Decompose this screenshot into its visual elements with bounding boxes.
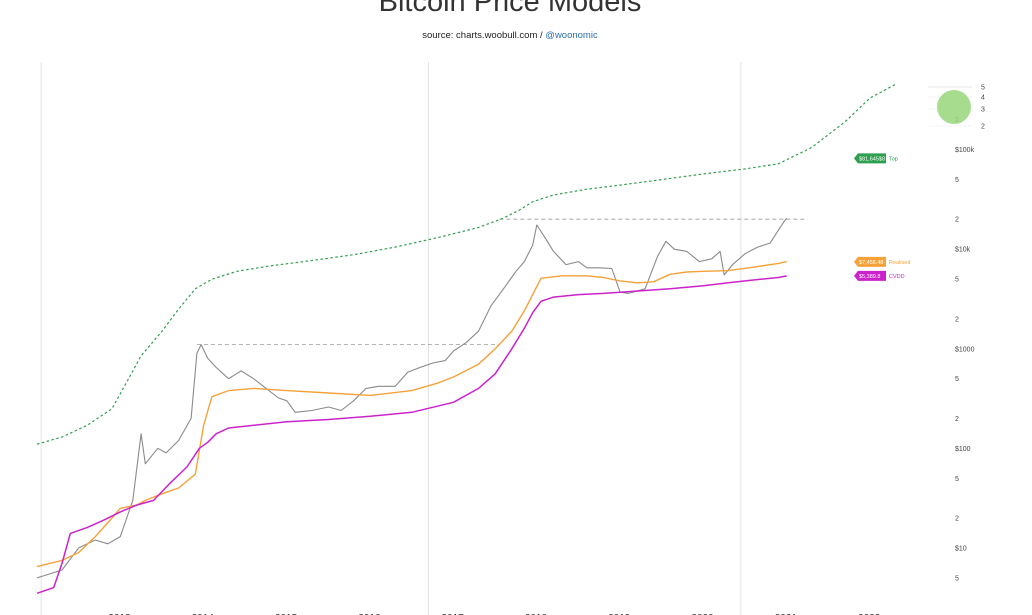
- y-tick-label: $10: [955, 545, 967, 552]
- cvdd-value-badge: [854, 270, 886, 281]
- y-tick-label: 5: [955, 575, 959, 582]
- y-tick-label: $100k: [955, 147, 975, 154]
- chart-subtitle: source: charts.woobull.com / @woonomic: [0, 30, 1020, 41]
- y-tick-label: $100: [955, 446, 971, 453]
- top-series-line: [36, 84, 896, 445]
- inset-tick-label: 4: [981, 95, 985, 102]
- projection-circle-marker: [937, 90, 971, 124]
- x-tick-label: 2022: [858, 613, 881, 615]
- realised-value-label: $7,456.48: [859, 260, 883, 266]
- realised-series-name: Realised: [889, 260, 910, 266]
- y-tick-label: 5: [955, 376, 959, 383]
- inset-tick-label: 3: [981, 107, 985, 114]
- x-tick-label: 2020: [691, 613, 714, 615]
- realised-series-line: [36, 260, 787, 568]
- cvdd-series-line: [36, 275, 787, 595]
- x-tick-label: 2016: [358, 613, 381, 615]
- x-tick-label: 2021: [775, 613, 798, 615]
- price-series-line: [36, 217, 788, 579]
- y-tick-label: 2: [955, 416, 959, 423]
- inset-tick-label: 2: [981, 124, 985, 131]
- realised-value-badge: [854, 256, 886, 267]
- x-tick-label: 2019: [608, 613, 631, 615]
- chart-title: Bitcoin Price Models: [378, 0, 642, 18]
- y-tick-label: 5: [955, 177, 959, 184]
- x-tick-label: 2018: [525, 613, 548, 615]
- y-tick-label: 2: [955, 217, 959, 224]
- x-tick-label: 2013: [108, 613, 131, 615]
- y-tick-label: $10k: [955, 247, 971, 254]
- top-value-label: $81,645$8: [859, 156, 885, 162]
- source-text: source: charts.woobull.com /: [422, 30, 546, 41]
- top-series-name: Top: [889, 156, 898, 162]
- top-value-badge: [854, 153, 886, 164]
- y-tick-label: 2: [955, 316, 959, 323]
- y-tick-label: 5: [955, 277, 959, 284]
- x-tick-label: 2015: [275, 613, 298, 615]
- x-tick-label: 2017: [442, 613, 465, 615]
- inset-tick-label: 5: [981, 85, 985, 92]
- y-tick-label: $1000: [955, 346, 975, 353]
- cvdd-value-label: $5,389.8: [859, 274, 880, 280]
- y-tick-label: 5: [955, 476, 959, 483]
- x-tick-label: 2014: [192, 613, 215, 615]
- y-tick-label: 2: [955, 515, 959, 522]
- author-link[interactable]: @woonomic: [545, 30, 598, 41]
- cvdd-series-name: CVDD: [889, 274, 905, 280]
